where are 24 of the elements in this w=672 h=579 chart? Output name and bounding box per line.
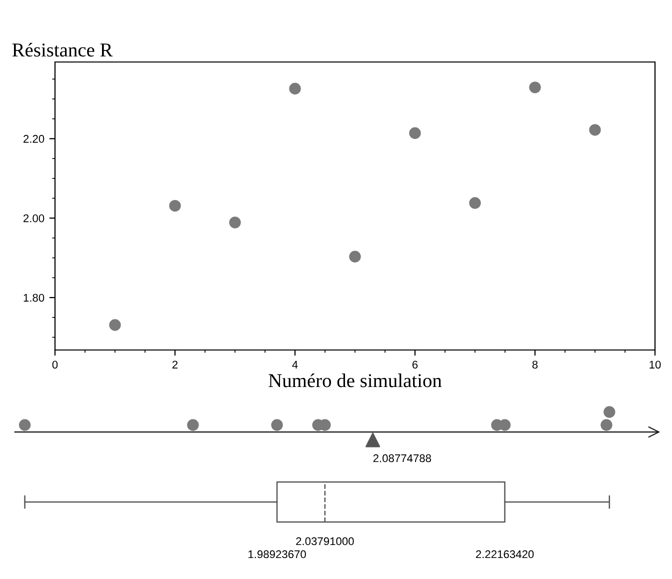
- x-tick-label: 2: [172, 360, 178, 368]
- point: [529, 82, 541, 94]
- y-axis-title: Résistance R: [12, 42, 113, 57]
- x-tick-label: 4: [292, 360, 298, 368]
- text: 2.08774788: [373, 454, 432, 462]
- point: [589, 124, 601, 136]
- point: [409, 127, 421, 139]
- point: [289, 82, 301, 94]
- x-tick-label: 0: [52, 360, 58, 369]
- text: 1.98923670: [248, 550, 306, 558]
- text: 2.03791000: [296, 537, 354, 546]
- point: [109, 319, 121, 331]
- x-axis-title: Numéro de simulation: [268, 374, 442, 388]
- x-tick-label: 6: [412, 360, 418, 369]
- y-tick-label: 2.20: [24, 134, 44, 143]
- x-tick-label: 10: [650, 360, 661, 369]
- point: [229, 216, 241, 228]
- y-tick-label: 2.00: [24, 214, 44, 222]
- point: [349, 250, 361, 262]
- x-tick-label: 8: [532, 360, 538, 369]
- point: [169, 200, 181, 212]
- y-tick-label: 1.80: [24, 294, 44, 302]
- text: 2.22163420: [476, 550, 534, 558]
- point: [469, 197, 481, 209]
